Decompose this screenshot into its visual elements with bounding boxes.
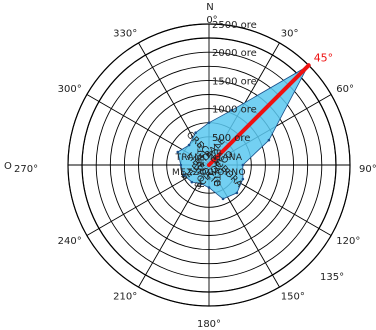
wind-label-mezzogiorno: MEZZOGIORNO (172, 168, 246, 178)
angle-label-240: 240° (58, 236, 82, 247)
angular-tick-labels: 0° 30° 60° 90° 120° 150° 180° 210° 240° 270° 300° 3… (14, 15, 376, 330)
radial-tick-labels: 500 ore 1000 ore 1500 ore 2000 ore 2500 ore (212, 20, 257, 144)
data-point-11 (182, 174, 186, 177)
data-point-10 (190, 180, 194, 184)
data-point-1 (230, 108, 233, 112)
data-point-15 (194, 131, 197, 134)
highlight-direction: 45° (207, 51, 334, 167)
angle-label-90: 90° (359, 164, 376, 175)
radial-label-500: 500 ore (212, 133, 250, 144)
data-point-14 (187, 143, 191, 147)
angle-label-270: 270° (14, 164, 38, 175)
angle-label-150: 150° (281, 291, 305, 302)
highlight-label: 45° (314, 51, 334, 64)
data-point-6 (235, 191, 239, 195)
radial-label-1000: 1000 ore (212, 105, 257, 116)
radial-label-2000: 2000 ore (212, 48, 257, 59)
angle-label-210: 210° (113, 291, 137, 302)
data-point-13 (176, 150, 180, 154)
wind-label-levante: LEVANTE (211, 143, 221, 186)
wind-label-ponente: PONENTE (197, 142, 207, 188)
angle-label-0: 0° (206, 15, 217, 26)
data-point-4 (241, 163, 245, 167)
data-point-0 (207, 121, 211, 124)
north-label: N (206, 2, 213, 13)
data-point-3 (267, 138, 271, 142)
angle-label-180: 180° (197, 319, 221, 330)
data-point-8 (207, 186, 211, 189)
spoke-210 (138, 164, 210, 288)
radial-label-1500: 1500 ore (212, 76, 257, 87)
angle-label-300: 300° (58, 84, 82, 95)
data-point-7 (221, 197, 225, 201)
data-point-9 (199, 182, 203, 186)
west-letter-label: O (4, 161, 12, 172)
highlight-line (207, 63, 311, 167)
angle-label-330: 330° (113, 29, 137, 40)
radial-label-2500: 2500 ore (212, 20, 257, 31)
data-point-5 (241, 177, 245, 181)
angle-label-extra-135: 135° (320, 272, 344, 283)
angle-label-120: 120° (336, 236, 360, 247)
angle-label-30: 30° (281, 29, 299, 40)
wind-label-tramontana: TRAMONTANA (175, 153, 243, 163)
angle-label-60: 60° (336, 84, 354, 95)
data-point-12 (179, 163, 183, 167)
